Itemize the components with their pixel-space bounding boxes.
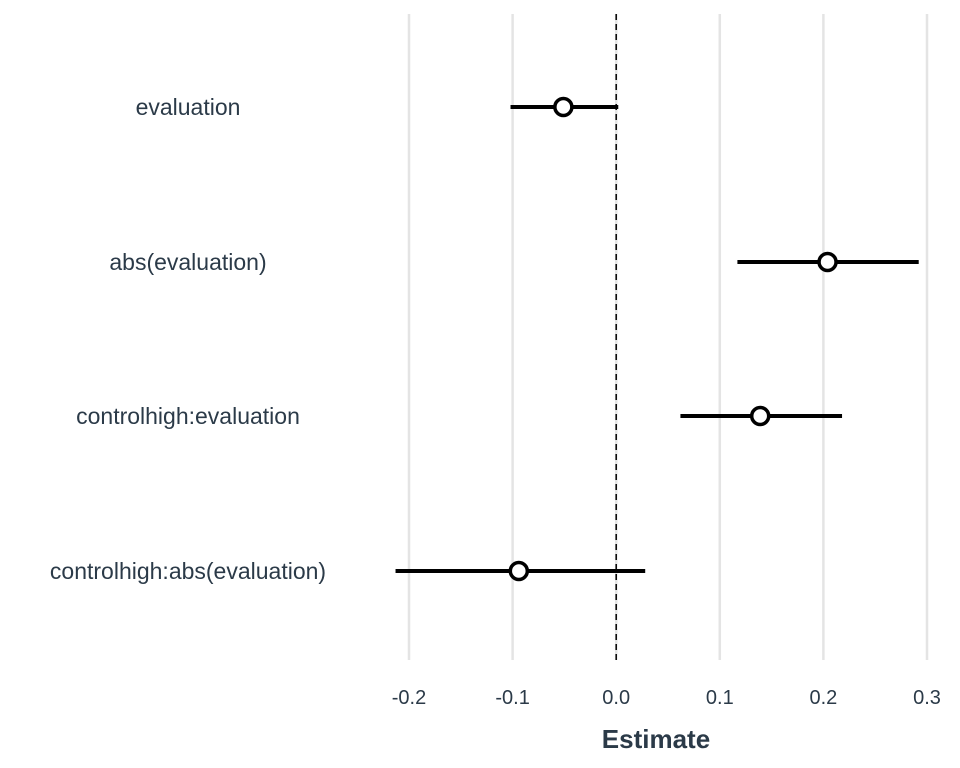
point-estimate	[508, 560, 530, 582]
x-tick-label: 0.3	[913, 687, 941, 709]
x-axis-title: Estimate	[602, 724, 710, 754]
term-labels: evaluation abs(evaluation) controlhigh:eva…	[50, 94, 326, 584]
grid-lines	[407, 14, 929, 660]
term-label: abs(evaluation)	[109, 249, 266, 275]
x-axis-ticks: -0.2 -0.1 0.0 0.1 0.2 0.3	[392, 687, 941, 709]
point-estimate	[817, 251, 838, 273]
term-label: controlhigh:abs(evaluation)	[50, 558, 326, 584]
term-label: evaluation	[136, 94, 241, 120]
point-estimate	[553, 96, 574, 118]
x-tick-label: 0.2	[809, 687, 837, 709]
x-tick-label: 0.0	[602, 687, 630, 709]
x-tick-label: 0.1	[706, 687, 734, 709]
term-label: controlhigh:evaluation	[76, 403, 300, 429]
point-estimate	[749, 405, 771, 427]
x-tick-label: -0.2	[392, 687, 426, 709]
estimate-marks	[395, 96, 919, 582]
x-tick-label: -0.1	[495, 687, 529, 709]
